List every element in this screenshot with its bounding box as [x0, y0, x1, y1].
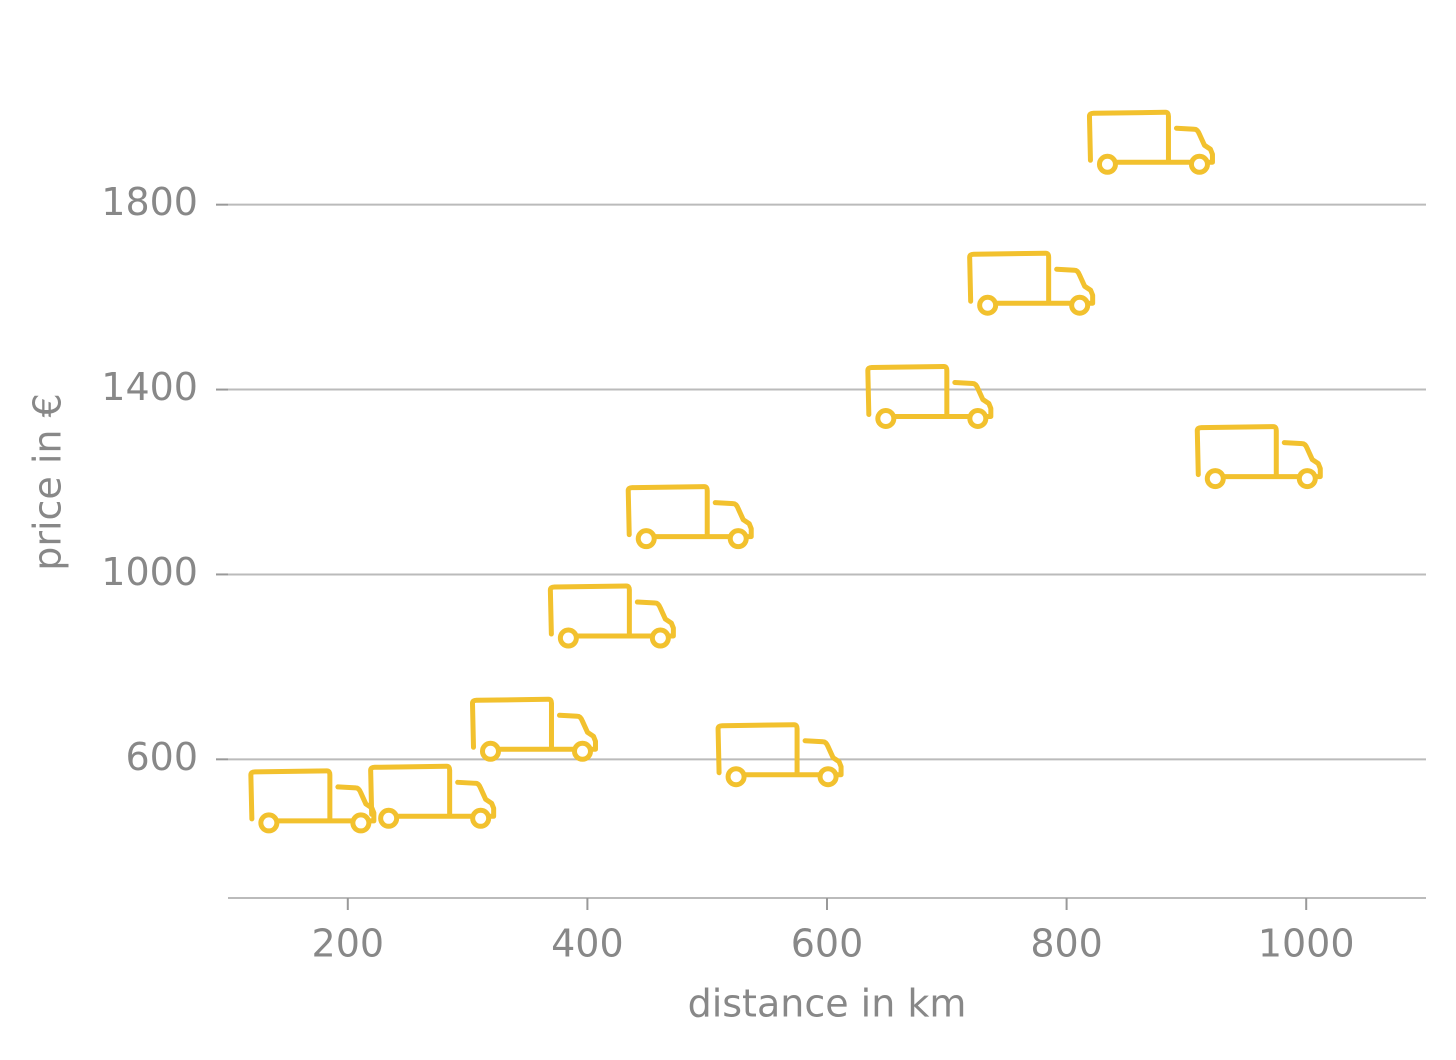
truck-body [547, 583, 654, 639]
truck-cab [455, 779, 497, 819]
truck-marker [1086, 109, 1215, 175]
y-tick-label: 600 [125, 735, 198, 779]
truck-wheel [350, 812, 372, 834]
y-axis-label: price in € [26, 393, 70, 571]
truck-body [625, 484, 732, 540]
truck-wheel [967, 407, 989, 429]
truck-marker [547, 583, 676, 649]
truck-body [1086, 109, 1193, 165]
truck-wheel [1188, 153, 1210, 175]
truck-wheel [1096, 153, 1118, 175]
truck-body [248, 768, 355, 824]
truck-cab [1281, 440, 1323, 480]
truck-wheel [1204, 468, 1226, 490]
truck-cab [1173, 125, 1215, 165]
truck-wheel [470, 807, 492, 829]
x-tick-label: 600 [791, 922, 864, 966]
truck-body [967, 250, 1074, 306]
truck-wheel [258, 812, 280, 834]
truck-wheel [727, 528, 749, 550]
truck-cab [1054, 266, 1096, 306]
truck-marker [715, 722, 844, 788]
truck-cab [556, 712, 598, 752]
y-tick-label: 1800 [101, 180, 198, 224]
truck-body [865, 363, 972, 419]
truck-marker [248, 768, 377, 834]
truck-cab [712, 500, 754, 540]
truck-cab [634, 599, 676, 639]
truck-wheel [635, 528, 657, 550]
truck-wheel [557, 627, 579, 649]
truck-marker [967, 250, 1096, 316]
truck-marker [1194, 424, 1323, 490]
truck-wheel [649, 627, 671, 649]
truck-wheel [479, 740, 501, 762]
truck-wheel [571, 740, 593, 762]
truck-wheel [378, 807, 400, 829]
truck-body [1194, 424, 1301, 480]
truck-wheel [1296, 468, 1318, 490]
truck-marker [368, 763, 497, 829]
x-tick-label: 200 [312, 922, 385, 966]
truck-wheel [1069, 294, 1091, 316]
truck-wheel [817, 766, 839, 788]
x-tick-label: 400 [551, 922, 624, 966]
truck-wheel [725, 766, 747, 788]
truck-wheel [875, 407, 897, 429]
x-tick-label: 800 [1030, 922, 1103, 966]
y-tick-label: 1000 [101, 550, 198, 594]
truck-body [469, 696, 576, 752]
x-tick-label: 1000 [1258, 922, 1355, 966]
truck-marker [865, 363, 994, 429]
truck-marker [625, 484, 754, 550]
x-axis-label: distance in km [688, 982, 967, 1026]
y-tick-label: 1400 [101, 365, 198, 409]
truck-cab [952, 379, 994, 419]
truck-marker [469, 696, 598, 762]
truck-wheel [977, 294, 999, 316]
truck-body [368, 763, 475, 819]
truck-cab [802, 738, 844, 778]
truck-body [715, 722, 822, 778]
